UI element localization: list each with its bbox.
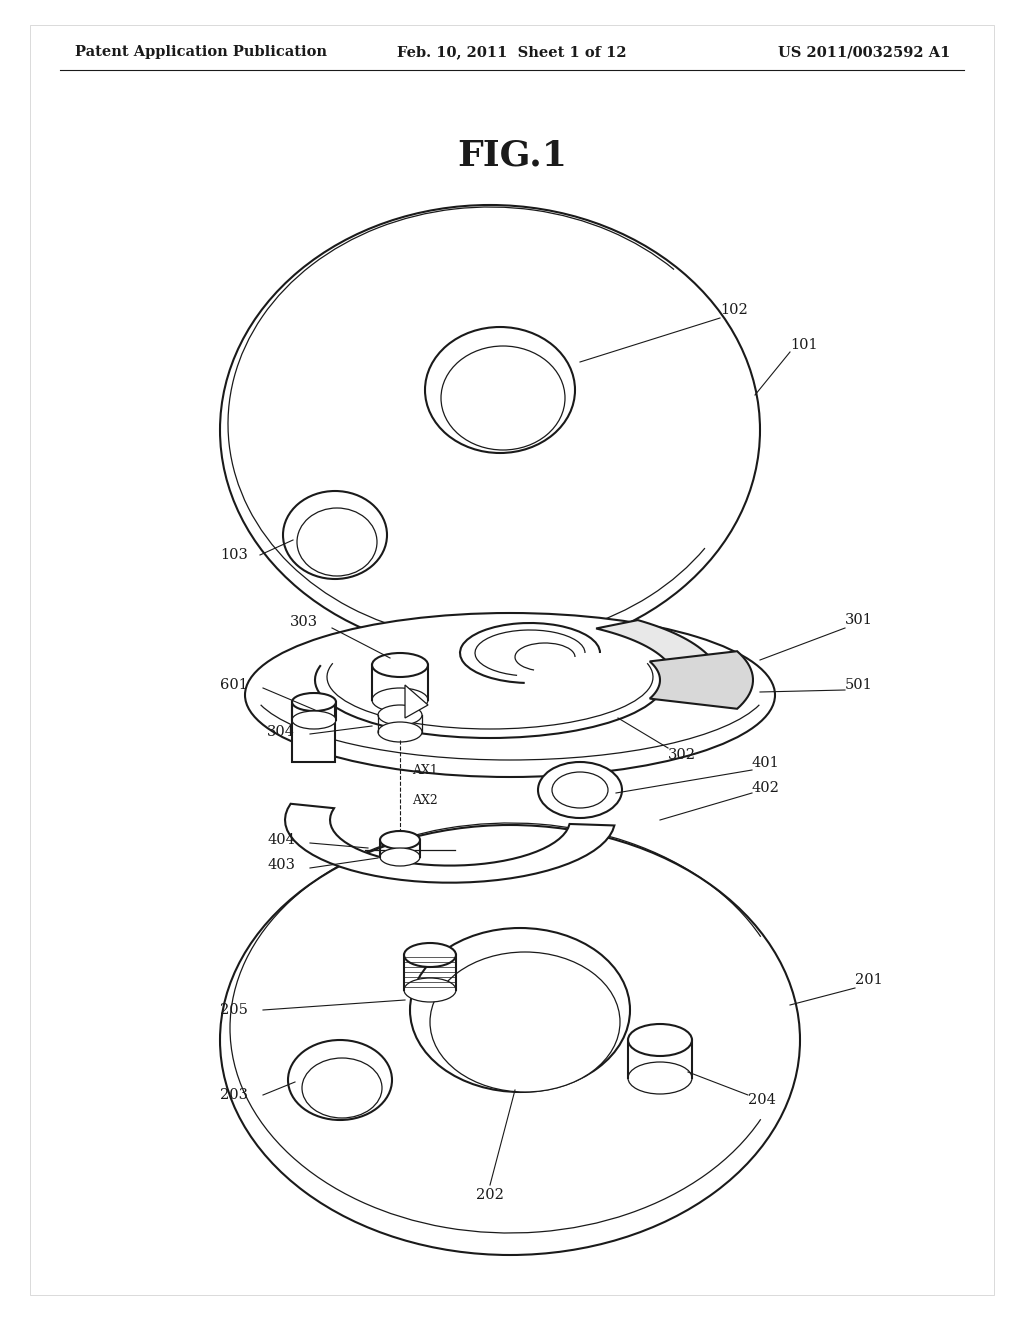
Ellipse shape [302, 1059, 382, 1118]
Ellipse shape [430, 952, 620, 1092]
Ellipse shape [292, 711, 336, 729]
Ellipse shape [220, 205, 760, 655]
Ellipse shape [404, 978, 456, 1002]
Text: 403: 403 [267, 858, 295, 873]
Text: AX2: AX2 [412, 793, 437, 807]
Text: 404: 404 [267, 833, 295, 847]
Text: Feb. 10, 2011  Sheet 1 of 12: Feb. 10, 2011 Sheet 1 of 12 [397, 45, 627, 59]
Text: 301: 301 [845, 612, 872, 627]
Text: 302: 302 [668, 748, 696, 762]
Ellipse shape [297, 508, 377, 576]
Polygon shape [650, 651, 753, 709]
Ellipse shape [380, 847, 420, 866]
Text: 402: 402 [752, 781, 780, 795]
Ellipse shape [628, 1063, 692, 1094]
Ellipse shape [441, 346, 565, 450]
Text: US 2011/0032592 A1: US 2011/0032592 A1 [777, 45, 950, 59]
Text: 304: 304 [267, 725, 295, 739]
Text: AX1: AX1 [412, 763, 438, 776]
Text: 303: 303 [290, 615, 318, 630]
Text: 202: 202 [476, 1188, 504, 1203]
Text: 201: 201 [855, 973, 883, 987]
Ellipse shape [378, 705, 422, 725]
Text: Patent Application Publication: Patent Application Publication [75, 45, 327, 59]
Text: FIG.1: FIG.1 [457, 139, 567, 172]
Ellipse shape [410, 928, 630, 1092]
Ellipse shape [288, 1040, 392, 1119]
Text: 101: 101 [790, 338, 817, 352]
Polygon shape [406, 685, 428, 718]
Ellipse shape [380, 832, 420, 849]
Ellipse shape [378, 722, 422, 742]
Ellipse shape [372, 688, 428, 711]
Ellipse shape [628, 1024, 692, 1056]
Ellipse shape [220, 825, 800, 1255]
Text: 204: 204 [748, 1093, 776, 1107]
Text: 501: 501 [845, 678, 872, 692]
Ellipse shape [245, 612, 775, 777]
Ellipse shape [552, 772, 608, 808]
Polygon shape [292, 705, 335, 762]
Ellipse shape [292, 693, 336, 711]
Text: 401: 401 [752, 756, 779, 770]
Text: 102: 102 [720, 304, 748, 317]
Ellipse shape [283, 491, 387, 579]
Ellipse shape [538, 762, 622, 818]
Ellipse shape [404, 942, 456, 968]
Text: 203: 203 [220, 1088, 248, 1102]
Polygon shape [285, 804, 614, 883]
Polygon shape [596, 620, 720, 686]
Ellipse shape [425, 327, 575, 453]
Text: 103: 103 [220, 548, 248, 562]
Text: 601: 601 [220, 678, 248, 692]
Text: 205: 205 [220, 1003, 248, 1016]
Ellipse shape [372, 653, 428, 677]
